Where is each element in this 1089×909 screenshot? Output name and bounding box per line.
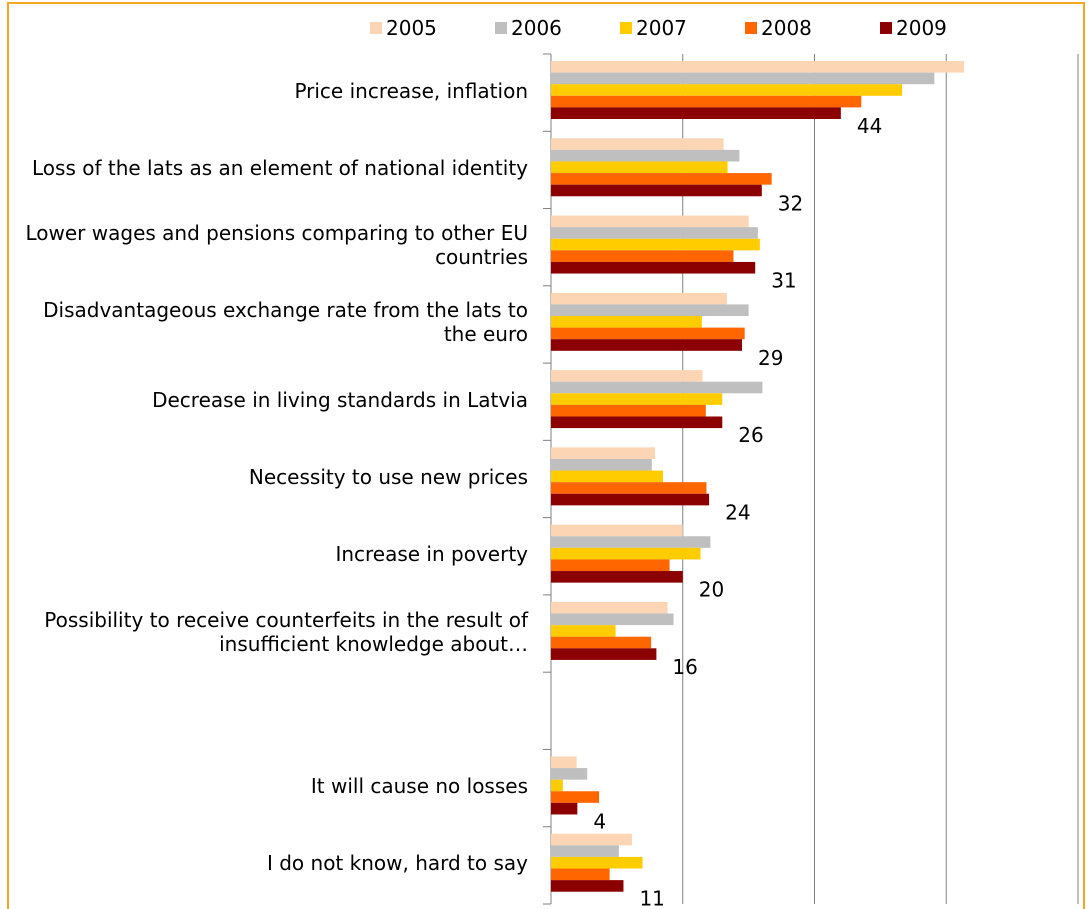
category-label: Decrease in living standards in Latvia	[152, 387, 528, 412]
bar	[551, 184, 762, 197]
category-label: Possibility to receive counterfeits in t…	[44, 607, 528, 656]
bar	[551, 393, 723, 405]
bar	[551, 149, 740, 162]
legend-label: 2007	[636, 16, 687, 40]
bar	[551, 381, 763, 394]
legend-swatch	[745, 22, 757, 34]
data-label: 26	[738, 423, 763, 447]
category-label: Disadvantageous exchange rate from the l…	[43, 298, 528, 347]
bar	[551, 447, 656, 459]
bar	[551, 559, 670, 572]
bar	[551, 227, 758, 239]
category-label: Loss of the lats as an element of nation…	[32, 155, 528, 180]
bar	[551, 95, 862, 108]
bar	[551, 261, 756, 274]
bar	[551, 72, 935, 85]
data-label: 16	[672, 655, 697, 679]
bar	[551, 613, 674, 626]
bar	[551, 370, 703, 382]
category-label: Increase in poverty	[335, 542, 528, 567]
bar	[551, 880, 624, 892]
bar	[551, 138, 724, 150]
bar	[551, 601, 668, 614]
bar	[551, 107, 841, 119]
bar	[551, 161, 728, 174]
bar	[551, 524, 683, 537]
legend-label: 2008	[761, 16, 812, 40]
legend-label: 2009	[896, 16, 947, 40]
bar	[551, 61, 965, 73]
category-label: Price increase, inflation	[294, 78, 528, 103]
data-label: 44	[857, 114, 882, 138]
bar	[551, 571, 683, 583]
bar	[551, 316, 702, 328]
bar	[551, 84, 903, 96]
legend-swatch	[495, 22, 507, 34]
category-label: I do not know, hard to say	[266, 851, 528, 876]
category-label: Necessity to use new prices	[248, 465, 528, 489]
bar	[551, 768, 588, 780]
data-label: 31	[771, 269, 796, 293]
bar	[551, 648, 657, 660]
bar	[551, 791, 600, 803]
bar	[551, 779, 563, 792]
legend-swatch	[620, 22, 632, 34]
bar	[551, 547, 701, 560]
bar	[551, 482, 707, 494]
bar	[551, 493, 710, 506]
bar	[551, 625, 616, 637]
legend-swatch	[880, 22, 892, 34]
bar	[551, 636, 652, 649]
bar	[551, 536, 711, 548]
data-label: 32	[778, 191, 803, 215]
legend-label: 2006	[511, 16, 562, 40]
legend-label: 2005	[386, 16, 437, 40]
bar	[551, 458, 652, 471]
bar	[551, 856, 643, 869]
data-label: 29	[758, 346, 783, 370]
bar	[551, 404, 706, 417]
data-label: 24	[725, 500, 750, 524]
bar	[551, 304, 749, 317]
frame	[7, 2, 1085, 909]
bar	[551, 802, 578, 815]
bar	[551, 756, 577, 769]
bar	[551, 250, 734, 262]
bar	[551, 833, 633, 846]
category-label: Lower wages and pensions comparing to ot…	[25, 221, 528, 270]
data-label: 11	[639, 887, 664, 909]
legend-swatch	[370, 22, 382, 34]
bar	[551, 327, 745, 340]
bar	[551, 845, 619, 857]
category-label: It will cause no losses	[310, 774, 528, 799]
bar	[551, 215, 749, 228]
bar	[551, 339, 743, 351]
data-label: 4	[593, 809, 606, 833]
data-label: 20	[699, 578, 724, 602]
bar	[551, 292, 727, 305]
bar	[551, 868, 610, 881]
bar	[551, 470, 663, 483]
bar	[551, 173, 772, 185]
bar	[551, 416, 723, 429]
bar	[551, 238, 760, 251]
